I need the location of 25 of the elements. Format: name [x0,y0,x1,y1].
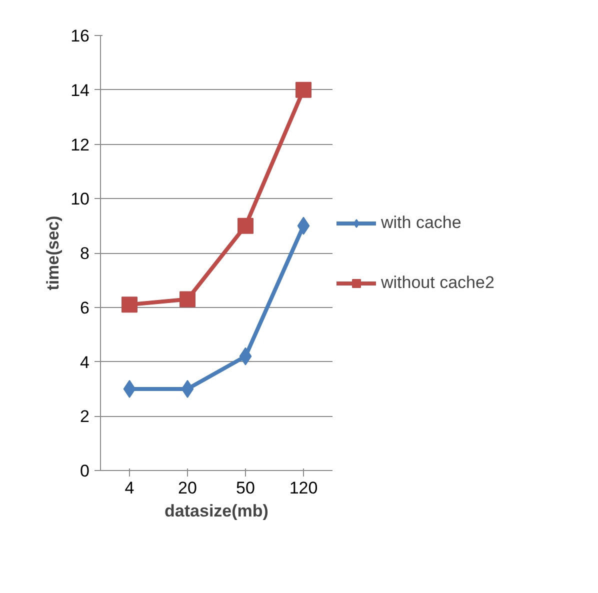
point [297,216,310,235]
point [180,291,196,308]
y-tick-label: 12 [70,135,90,154]
y-axis-title: time(sec) [44,216,63,290]
y-tick-label: 16 [70,26,90,46]
y-tick-label: 8 [80,244,90,263]
point [296,82,312,98]
legend-label: with cache [381,212,462,232]
point [181,380,194,398]
x-tick-label: 4 [124,478,134,498]
x-axis-title: datasize(mb) [164,502,268,520]
y-tick-label: 4 [80,352,90,372]
point [238,218,254,234]
point [239,347,252,366]
y-tick-label: 2 [80,407,90,426]
y-tick-label: 10 [70,190,90,209]
y-tick-label: 14 [70,80,90,100]
y-tick-label: 6 [80,298,90,318]
x-tick-label: 50 [236,478,255,498]
x-tick-label: 20 [178,478,197,498]
x-tick-label: 120 [289,478,318,498]
legend-label: without cache2 [381,272,494,292]
y-tick-label: 0 [80,462,90,480]
point [123,380,136,398]
point [122,296,138,313]
